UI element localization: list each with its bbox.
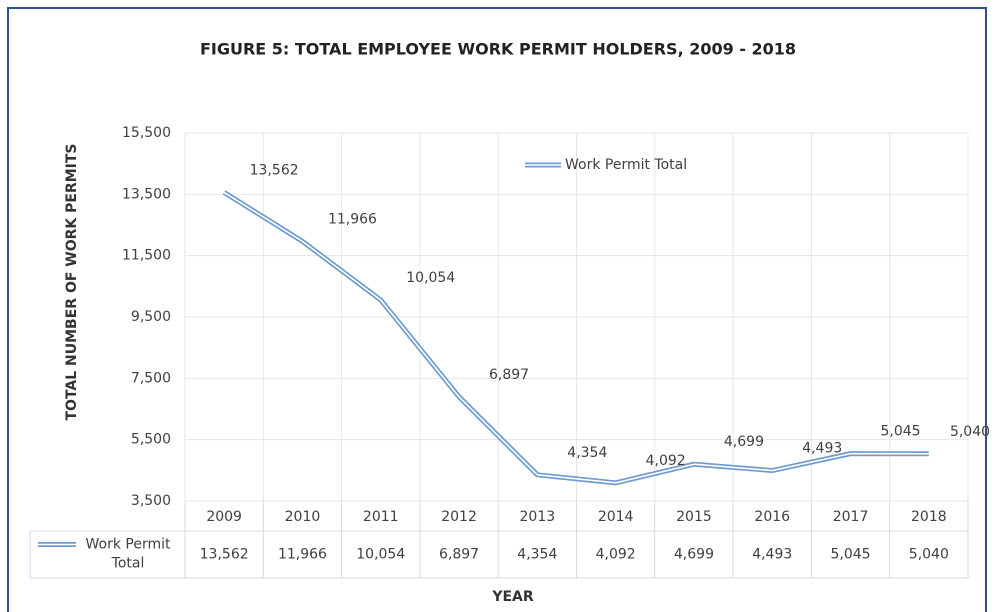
frame — [7, 7, 987, 612]
table-value: 10,054 — [356, 547, 405, 563]
table-value: 4,092 — [596, 547, 636, 563]
y-tick-label: 3,500 — [131, 493, 171, 509]
legend-label: Work Permit Total — [565, 157, 687, 173]
table-value: 4,699 — [674, 547, 714, 563]
x-tick-label: 2012 — [441, 509, 477, 525]
data-label: 5,040 — [950, 424, 990, 440]
y-tick-label: 9,500 — [131, 309, 171, 325]
x-tick-label: 2016 — [754, 509, 790, 525]
y-tick-label: 11,500 — [122, 248, 171, 264]
y-tick-label: 13,500 — [122, 186, 171, 202]
x-tick-label: 2009 — [206, 509, 242, 525]
table-legend-label: Work Permit Total — [86, 537, 171, 572]
table-value: 5,045 — [831, 547, 871, 563]
table-value: 4,493 — [752, 547, 792, 563]
y-tick-label: 15,500 — [122, 125, 171, 141]
line — [223, 191, 929, 484]
table-value: 5,040 — [909, 547, 949, 563]
y-tick-label: 7,500 — [131, 370, 171, 386]
x-tick-label: 2015 — [676, 509, 712, 525]
data-label: 5,045 — [881, 424, 921, 440]
data-label: 4,354 — [567, 445, 607, 461]
data-label: 4,699 — [724, 434, 764, 450]
x-tick-label: 2013 — [520, 509, 556, 525]
table-value: 6,897 — [439, 547, 479, 563]
data-label: 13,562 — [250, 162, 299, 178]
data-label: 11,966 — [328, 211, 377, 227]
data-label: 10,054 — [406, 270, 455, 286]
x-tick-label: 2017 — [833, 509, 869, 525]
y-axis-title: TOTAL NUMBER OF WORK PERMITS — [64, 143, 80, 420]
table-value: 13,562 — [200, 547, 249, 563]
table-value: 4,354 — [517, 547, 557, 563]
chart-title: FIGURE 5: TOTAL EMPLOYEE WORK PERMIT HOL… — [200, 40, 796, 59]
x-tick-label: 2010 — [285, 509, 321, 525]
x-axis-title: YEAR — [491, 589, 534, 605]
data-label: 6,897 — [489, 367, 529, 383]
y-tick-label: 5,500 — [131, 432, 171, 448]
x-tick-label: 2014 — [598, 509, 634, 525]
data-label: 4,092 — [646, 453, 686, 469]
data-label: 4,493 — [802, 441, 842, 457]
x-tick-label: 2011 — [363, 509, 399, 525]
x-tick-label: 2018 — [911, 509, 947, 525]
table-value: 11,966 — [278, 547, 327, 563]
